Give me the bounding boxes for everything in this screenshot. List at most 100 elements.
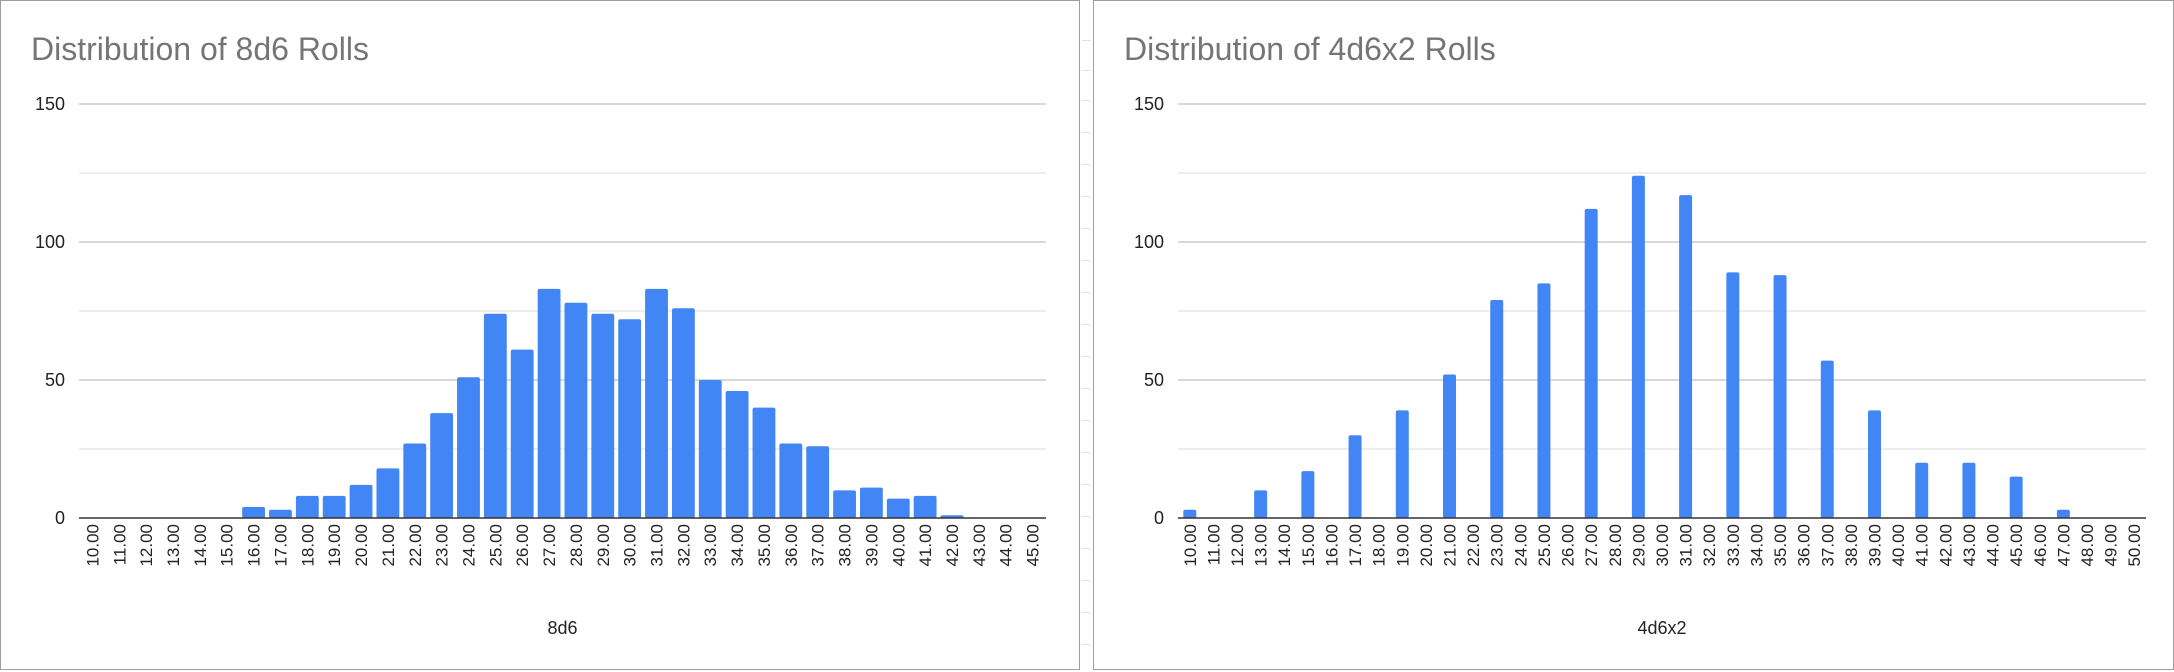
- bar[interactable]: [1183, 509, 1197, 518]
- bar[interactable]: [1537, 283, 1551, 518]
- bar[interactable]: [859, 487, 883, 518]
- x-tick-label: 29.00: [1629, 524, 1648, 567]
- x-tick-label: 24.00: [459, 524, 478, 567]
- gutter-row-line: [1082, 452, 1091, 453]
- bar[interactable]: [833, 490, 856, 518]
- bar[interactable]: [376, 468, 400, 518]
- x-tick-label: 20.00: [352, 524, 371, 567]
- bar[interactable]: [537, 288, 561, 518]
- bar[interactable]: [1726, 272, 1740, 518]
- bar[interactable]: [1395, 410, 1409, 518]
- y-tick-label: 150: [1134, 94, 1164, 114]
- bar[interactable]: [269, 509, 292, 518]
- gutter-row-line: [1082, 612, 1091, 613]
- x-tick-label: 32.00: [674, 524, 693, 567]
- bar[interactable]: [1679, 195, 1693, 518]
- bar[interactable]: [779, 443, 803, 518]
- bar[interactable]: [1820, 360, 1834, 518]
- sheet-gutter: [1080, 0, 1093, 672]
- x-tick-label: 50.00: [2125, 524, 2144, 567]
- x-tick-label: 21.00: [1441, 524, 1460, 567]
- bar[interactable]: [752, 407, 776, 518]
- bar[interactable]: [1254, 490, 1268, 518]
- bar[interactable]: [1631, 175, 1645, 518]
- bar[interactable]: [322, 495, 346, 518]
- x-tick-label: 35.00: [755, 524, 774, 567]
- x-tick-label: 20.00: [1417, 524, 1436, 567]
- bar[interactable]: [886, 498, 910, 518]
- x-tick-label: 10.00: [83, 524, 102, 567]
- x-tick-label: 14.00: [191, 524, 210, 567]
- x-tick-label: 49.00: [2102, 524, 2121, 567]
- bar[interactable]: [725, 391, 749, 518]
- x-tick-label: 25.00: [486, 524, 505, 567]
- x-tick-label: 37.00: [1818, 524, 1837, 567]
- bar[interactable]: [403, 443, 427, 518]
- y-tick-label: 150: [35, 94, 65, 114]
- x-tick-label: 43.00: [1960, 524, 1979, 567]
- x-tick-label: 23.00: [1488, 524, 1507, 567]
- x-tick-label: 22.00: [1464, 524, 1483, 567]
- x-tick-label: 30.00: [1653, 524, 1672, 567]
- bar[interactable]: [1773, 275, 1787, 518]
- bar[interactable]: [242, 506, 266, 518]
- bar[interactable]: [2056, 509, 2070, 518]
- x-tick-label: 18.00: [1370, 524, 1389, 567]
- x-axis-title: 4d6x2: [1637, 618, 1686, 638]
- x-tick-label: 27.00: [1582, 524, 1601, 567]
- chart-title: Distribution of 4d6x2 Rolls: [1124, 31, 1496, 67]
- chart-panel-4d6x2[interactable]: Distribution of 4d6x2 Rolls 0 50 100 150 10.…: [1093, 0, 2174, 670]
- bar[interactable]: [806, 446, 830, 518]
- gutter-row-line: [1082, 228, 1091, 229]
- gutter-row-line: [1082, 164, 1091, 165]
- x-tick-label: 31.00: [648, 524, 667, 567]
- x-tick-label: 28.00: [1606, 524, 1625, 567]
- bar[interactable]: [645, 288, 668, 518]
- bar[interactable]: [1584, 208, 1598, 518]
- x-tick-label: 21.00: [379, 524, 398, 567]
- x-tick-label: 45.00: [2007, 524, 2026, 567]
- x-tick-label: 42.00: [1936, 524, 1955, 567]
- x-tick-label: 28.00: [567, 524, 586, 567]
- x-tick-label: 23.00: [433, 524, 452, 567]
- bar[interactable]: [591, 313, 615, 518]
- x-tick-label: 17.00: [1346, 524, 1365, 567]
- bar[interactable]: [457, 377, 480, 518]
- x-tick-label: 25.00: [1535, 524, 1554, 567]
- x-tick-label: 16.00: [1322, 524, 1341, 567]
- bar[interactable]: [1915, 462, 1929, 518]
- x-tick-label: 12.00: [137, 524, 156, 567]
- x-tick-label: 19.00: [1393, 524, 1412, 567]
- x-tick-label: 30.00: [621, 524, 640, 567]
- bar[interactable]: [1301, 471, 1315, 518]
- bar[interactable]: [913, 495, 937, 518]
- bar[interactable]: [671, 308, 695, 518]
- bar[interactable]: [698, 380, 722, 518]
- x-axis-title: 8d6: [547, 618, 577, 638]
- bar[interactable]: [349, 484, 373, 518]
- bar[interactable]: [1867, 410, 1881, 518]
- x-tick-label: 34.00: [728, 524, 747, 567]
- bar[interactable]: [483, 313, 507, 518]
- bar[interactable]: [564, 302, 588, 518]
- bar[interactable]: [1348, 435, 1362, 518]
- x-tick-label: 39.00: [862, 524, 881, 567]
- x-tick-label: 12.00: [1228, 524, 1247, 567]
- x-tick-label: 31.00: [1677, 524, 1696, 567]
- bar[interactable]: [1490, 299, 1504, 518]
- chart-panel-8d6[interactable]: Distribution of 8d6 Rolls 0 50 100 150 10.00…: [0, 0, 1080, 670]
- bar[interactable]: [618, 319, 642, 518]
- gutter-row-line: [1082, 260, 1091, 261]
- y-tick-label: 0: [1154, 508, 1164, 528]
- bar[interactable]: [295, 495, 319, 518]
- bar[interactable]: [2009, 476, 2023, 518]
- bar[interactable]: [510, 349, 534, 518]
- x-tick-label: 26.00: [1559, 524, 1578, 567]
- bar[interactable]: [1962, 462, 1976, 518]
- bar[interactable]: [430, 413, 454, 518]
- x-tick-label: 42.00: [943, 524, 962, 567]
- bar[interactable]: [1443, 374, 1457, 518]
- x-tick-label: 34.00: [1747, 524, 1766, 567]
- gutter-row-line: [1082, 644, 1091, 645]
